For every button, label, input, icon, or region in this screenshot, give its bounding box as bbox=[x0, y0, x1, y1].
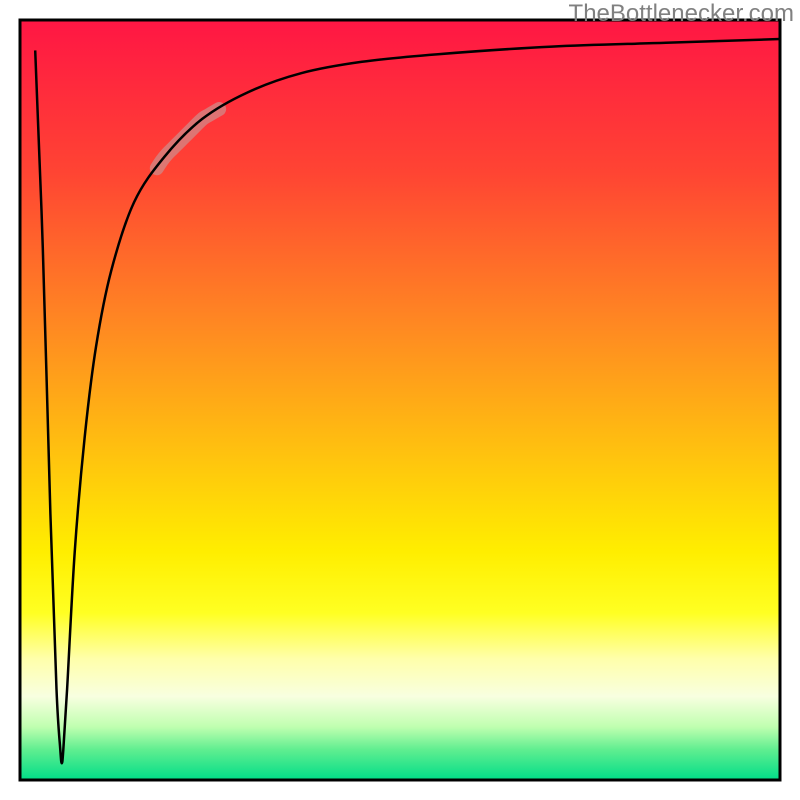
chart-root: TheBottlenecker.com bbox=[0, 0, 800, 800]
bottleneck-chart bbox=[0, 0, 800, 800]
gradient-background bbox=[20, 20, 780, 780]
watermark-text: TheBottlenecker.com bbox=[569, 0, 794, 28]
plot-container bbox=[0, 0, 800, 800]
